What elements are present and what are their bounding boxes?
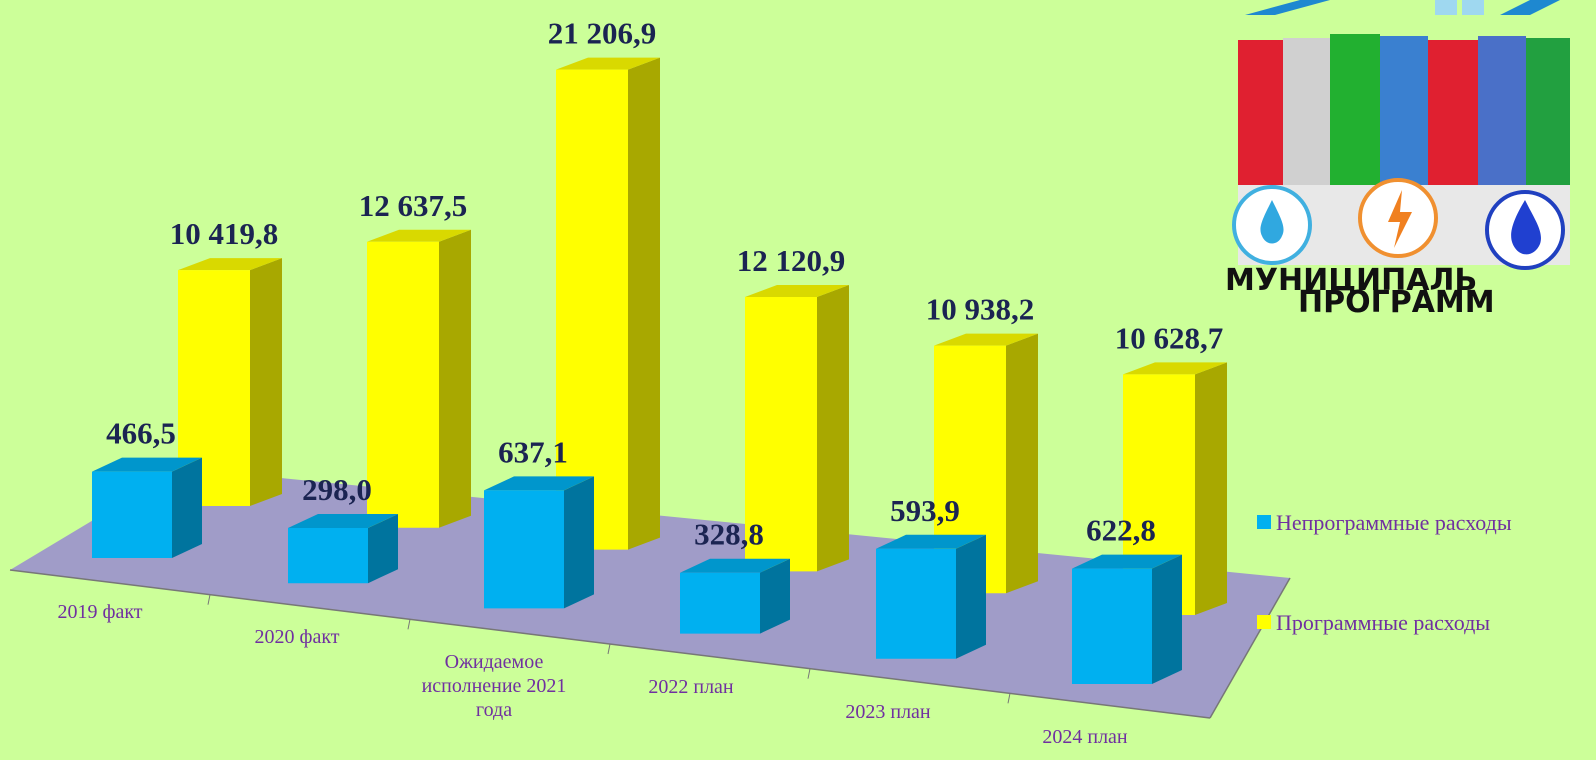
value-label: 622,8 [1086,513,1156,548]
bar-side [628,58,660,550]
value-label: 12 120,9 [737,243,846,278]
value-label: 21 206,9 [548,16,657,51]
bar-side [1006,334,1038,594]
floor-tick [1008,693,1010,703]
value-label: 466,5 [106,416,176,451]
bar-side [250,258,282,506]
bar [556,58,660,550]
value-label: 10 938,2 [926,292,1035,327]
x-tick-label: Ожидаемое исполнение 2021 года [409,650,579,722]
bar-front [680,573,760,634]
legend-label: Программные расходы [1276,610,1490,635]
value-label: 10 419,8 [170,216,279,251]
folders-picture: МУНИЦИПАЛЬ ПРОГРАММ [1225,0,1570,320]
bar-side [564,476,594,608]
bar-side [1152,555,1182,684]
floor-tick [608,644,610,654]
value-label: 10 628,7 [1115,320,1224,355]
bar-side [817,285,849,571]
x-tick-label: 2022 план [606,675,776,699]
legend-label: Непрограммные расходы [1276,510,1512,535]
bar-side [172,458,202,558]
value-label: 328,8 [694,517,764,552]
legend-swatch [1257,515,1271,529]
picture-caption: ПРОГРАММ [1298,285,1495,320]
floor-tick [808,669,810,679]
bar [288,514,398,583]
bar-front [288,528,368,583]
x-tick-label: 2019 факт [15,600,185,624]
bar-front [92,472,172,558]
value-label: 637,1 [498,434,568,469]
page: {"chart_data": { "type": "bar3d", "categ… [0,0,1596,760]
bar [484,476,594,608]
x-tick-label: 2020 факт [212,625,382,649]
bar-side [1195,362,1227,615]
bar-front [484,490,564,608]
bar-side [439,230,471,528]
x-tick-label: 2024 план [1000,725,1170,749]
bar [680,559,790,634]
bar-front [876,549,956,659]
bar-front [367,242,439,528]
value-label: 298,0 [302,472,372,507]
value-label: 593,9 [890,493,960,528]
value-label: 12 637,5 [359,188,468,223]
legend-swatch [1257,615,1271,629]
bar-front [1072,569,1152,684]
bar [367,230,471,528]
bar [876,535,986,659]
bar-side [956,535,986,659]
bar [92,458,202,558]
bar [1072,555,1182,684]
x-tick-label: 2023 план [803,700,973,724]
floor-tick [408,619,410,629]
floor-tick [208,595,210,605]
